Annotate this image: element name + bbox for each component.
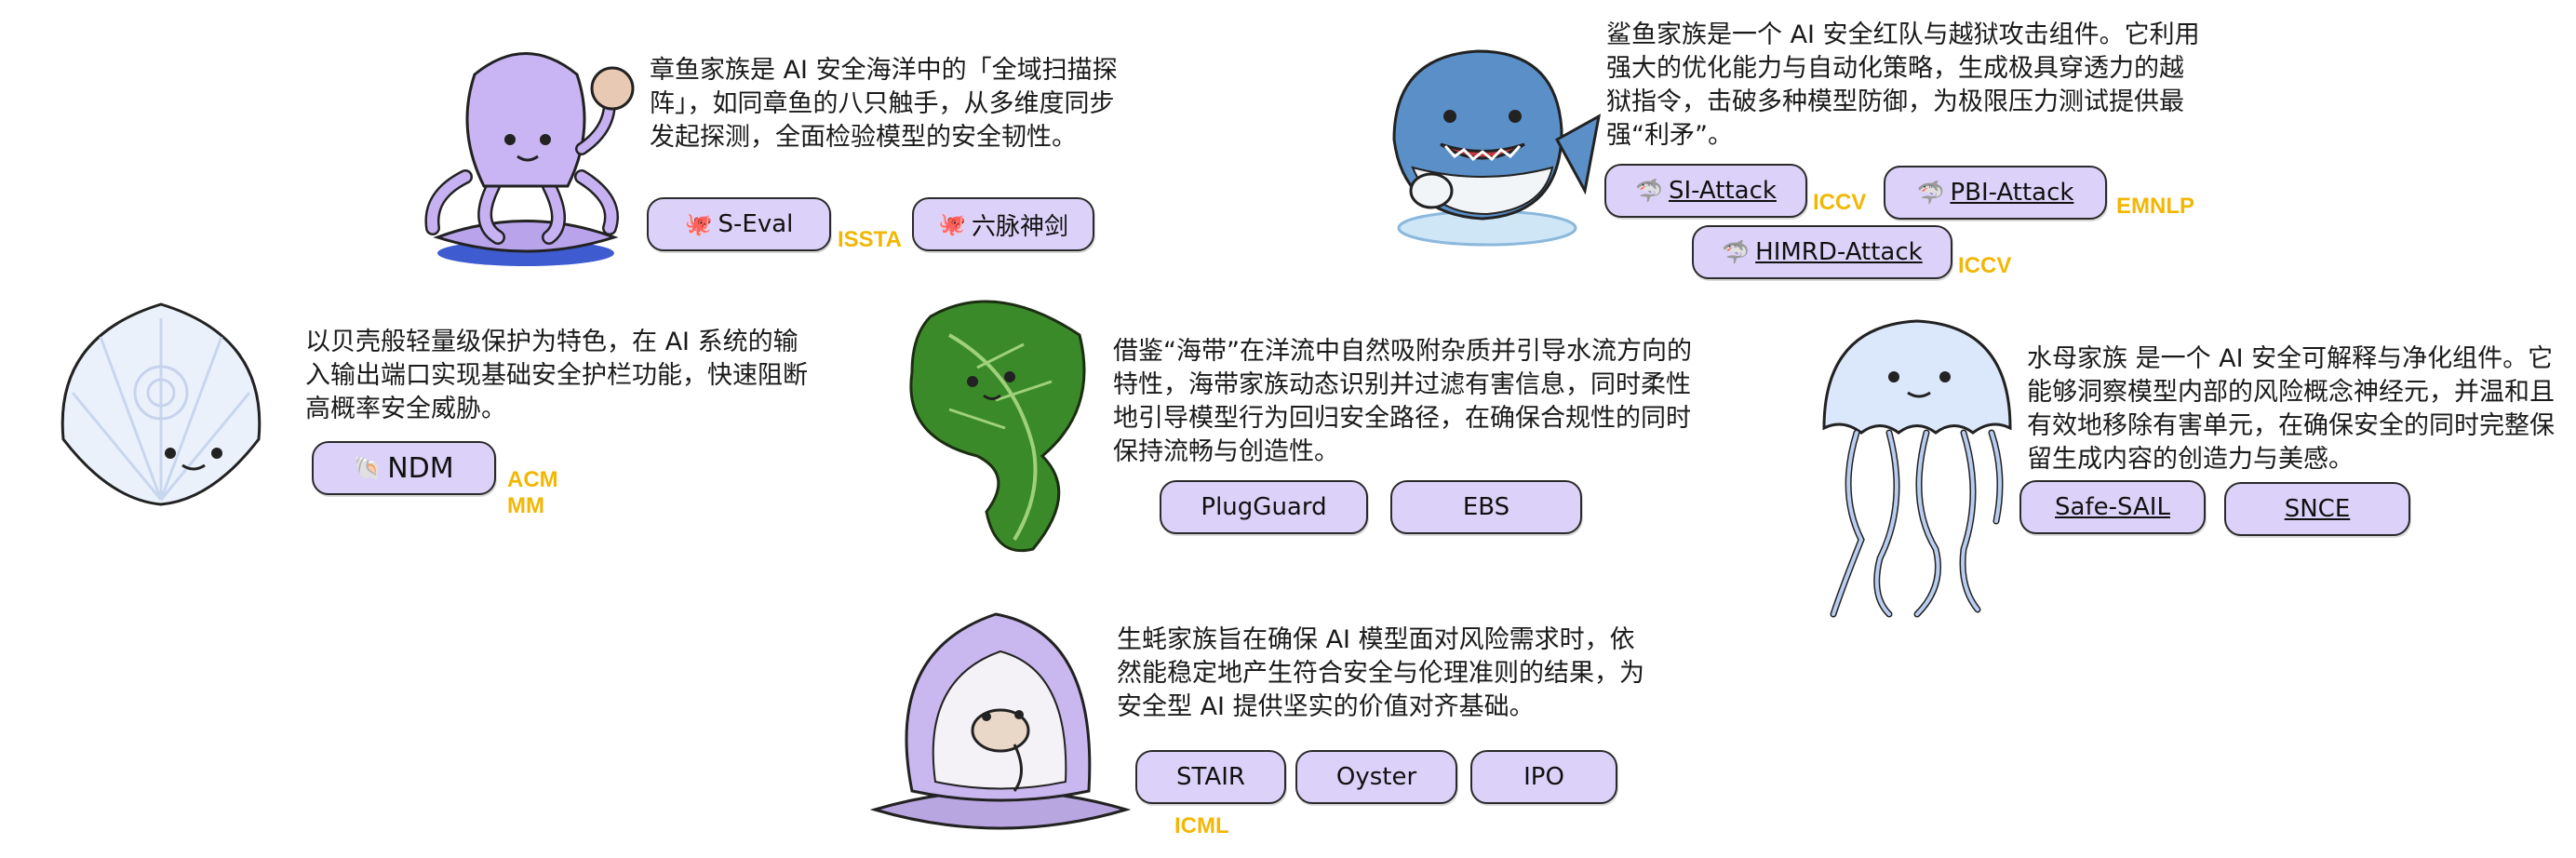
venue-iccv-si: ICCV <box>1813 190 1867 215</box>
tool-ipo-button[interactable]: IPO <box>1470 750 1617 804</box>
tool-plugguard-button[interactable]: PlugGuard <box>1160 480 1368 534</box>
venue-acm-mm: ACM MM <box>507 467 558 518</box>
octopus-description: 章鱼家族是 AI 安全海洋中的「全域扫描探阵」，如同章鱼的八只触手，从多维度同步… <box>650 56 1118 152</box>
seaweed-description: 借鉴“海带”在洋流中自然吸附杂质并引导水流方向的特性，海带家族动态识别并过滤有害… <box>1113 337 1692 466</box>
shell-icon: 🐚 <box>354 455 382 481</box>
venue-emnlp: EMNLP <box>2116 194 2194 219</box>
tool-oyster-button[interactable]: Oyster <box>1295 750 1457 804</box>
shark-icon <box>1392 49 1602 247</box>
tool-pbi-attack-button[interactable]: 🦈 PBI-Attack <box>1884 166 2107 220</box>
shell-description: 以贝壳般轻量级保护为特色，在 AI 系统的输入输出端口实现基础安全护栏功能，快速… <box>305 328 808 423</box>
octopus-icon <box>424 52 635 266</box>
oyster-icon <box>869 612 1132 830</box>
shark-icon: 🦈 <box>1635 178 1663 204</box>
seaweed-icon <box>909 300 1086 553</box>
venue-iccv-himrd: ICCV <box>1958 253 2012 278</box>
oyster-description: 生蚝家族旨在确保 AI 模型面对风险需求时，依然能稳定地产生符合安全与伦理准则的… <box>1117 625 1644 721</box>
octopus-icon: 🐙 <box>938 211 966 237</box>
tool-si-attack-button[interactable]: 🦈 SI-Attack <box>1604 164 1807 218</box>
tool-safe-sail-button[interactable]: Safe-SAIL <box>2019 480 2206 534</box>
tool-himrd-attack-button[interactable]: 🦈 HIMRD-Attack <box>1692 225 1952 279</box>
tool-snce-button[interactable]: SNCE <box>2224 482 2410 536</box>
tool-s-eval-button[interactable]: 🐙 S-Eval <box>647 197 831 251</box>
tool-ebs-button[interactable]: EBS <box>1390 480 1582 534</box>
tool-liumai-button[interactable]: 🐙 六脉神剑 <box>912 197 1094 251</box>
octopus-icon: 🐙 <box>684 211 713 237</box>
tool-ndm-button[interactable]: 🐚 NDM <box>312 441 496 495</box>
shark-icon: 🦈 <box>1722 239 1751 265</box>
jellyfish-icon <box>1822 319 2012 618</box>
venue-issta: ISSTA <box>838 227 902 252</box>
shark-description: 鲨鱼家族是一个 AI 安全红队与越狱攻击组件。它利用强大的优化能力与自动化策略，… <box>1606 20 2200 150</box>
shark-icon: 🦈 <box>1916 180 1945 206</box>
tool-stair-button[interactable]: STAIR <box>1135 750 1286 804</box>
venue-icml: ICML <box>1174 813 1229 838</box>
jellyfish-description: 水母家族 是一个 AI 安全可解释与净化组件。它能够洞察模型内部的风险概念神经元… <box>2027 344 2555 474</box>
shell-icon <box>60 302 262 506</box>
